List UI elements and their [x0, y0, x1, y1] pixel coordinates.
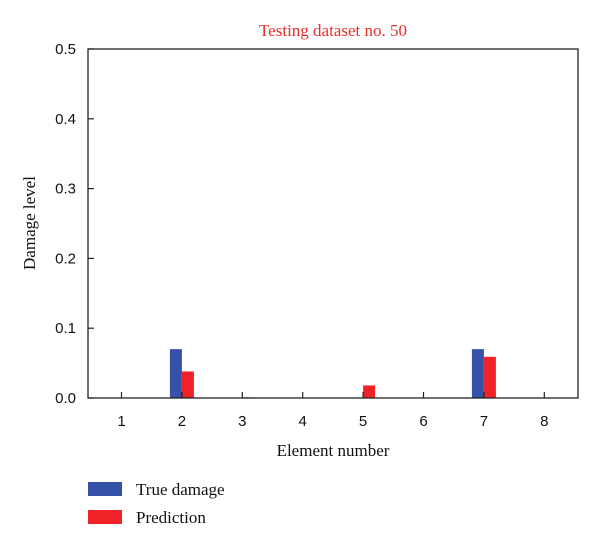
x-tick-label: 1: [117, 413, 125, 430]
y-tick-label: 0.2: [55, 250, 76, 267]
x-tick-label: 2: [178, 413, 186, 430]
y-tick-label: 0.3: [55, 181, 76, 198]
y-tick-label: 0.5: [55, 41, 76, 58]
legend-label-true-damage: True damage: [136, 480, 225, 499]
true-damage-bar-7: [471, 349, 484, 398]
y-tick-label: 0.0: [55, 390, 76, 407]
x-tick-label: 7: [480, 413, 488, 430]
y-axis-ticks: 0.0 0.1 0.2 0.3 0.4 0.5: [55, 41, 94, 407]
x-tick-label: 3: [238, 413, 246, 430]
prediction-bar-2: [181, 371, 194, 398]
x-tick-label: 8: [540, 413, 548, 430]
true-damage-bar-2: [169, 349, 182, 398]
plot-area: 0.0 0.1 0.2 0.3 0.4 0.5 1 2 3 4 5 6 7 8: [55, 41, 579, 430]
y-tick-label: 0.1: [55, 320, 76, 337]
y-axis-title: Damage level: [20, 176, 39, 270]
legend-swatch-prediction: [88, 510, 122, 524]
x-tick-label: 6: [419, 413, 427, 430]
legend-label-prediction: Prediction: [136, 508, 206, 527]
x-axis-ticks: 1 2 3 4 5 6 7 8: [117, 392, 548, 430]
prediction-bar-7: [483, 356, 496, 398]
x-tick-label: 5: [359, 413, 367, 430]
prediction-bar-5: [363, 385, 376, 398]
y-tick-label: 0.4: [55, 111, 76, 128]
x-axis-title: Element number: [277, 441, 390, 460]
bars-group: [169, 349, 496, 398]
x-tick-label: 4: [299, 413, 307, 430]
plot-frame: [87, 48, 579, 399]
legend: True damage Prediction: [88, 480, 225, 527]
legend-swatch-true-damage: [88, 482, 122, 496]
chart-title: Testing dataset no. 50: [259, 21, 407, 40]
